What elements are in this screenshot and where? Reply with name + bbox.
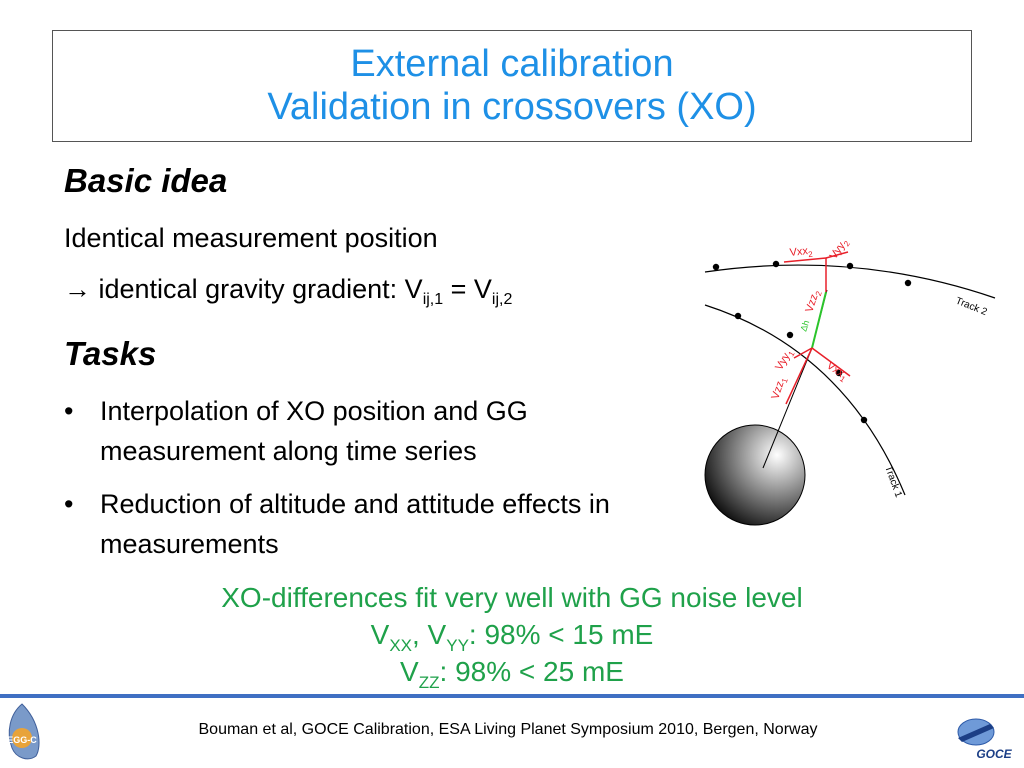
footer-divider: [0, 694, 1024, 698]
logo-satellite: [958, 724, 994, 742]
vzz2-label: Vzz2: [803, 288, 824, 315]
track-1-label: Track 1: [882, 464, 904, 499]
result-line-1: XO-differences fit very well with GG noi…: [221, 582, 803, 613]
result-line-3: VZZ: 98% < 25 mE: [0, 654, 1024, 692]
track-2-label: Track 2: [954, 296, 989, 319]
result-mid: , V: [412, 619, 447, 650]
basic-sub-1: ij,1: [422, 291, 444, 308]
vyy1-vector: [793, 347, 813, 359]
crossover-diagram: Vxx2 Vyy2 Vzz2 Vyy1 Vzz1 Vxx1 Δh Track 2…: [704, 236, 996, 526]
track-1-points: [734, 312, 868, 424]
logo-left-text: EGG-C: [7, 735, 37, 745]
tasks-heading: Tasks: [64, 335, 157, 372]
result-v1: V: [370, 619, 390, 650]
basic-line-1: Identical measurement position: [64, 223, 438, 253]
logo-egg-core: [12, 728, 32, 748]
delta-h-label: Δh: [798, 319, 811, 333]
vzz1-vector: [785, 347, 813, 405]
vyy1-label: Vyy1: [773, 347, 797, 374]
gradient-vectors: [783, 251, 851, 405]
delta-h-line: [811, 291, 827, 349]
basic-idea-heading: Basic idea: [64, 162, 228, 199]
track-point: [734, 312, 742, 320]
result-tail-1: : 98% < 15 mE: [468, 619, 654, 650]
vxx2-vector: [783, 257, 827, 263]
result-line-2: VXX, VYY: 98% < 15 mE: [0, 617, 1024, 655]
title-line-1: External calibration: [350, 43, 674, 85]
track-point: [835, 369, 843, 377]
result-sub-zz: ZZ: [418, 673, 440, 692]
track-point: [846, 262, 854, 270]
vxx1-label: Vxx1: [823, 360, 850, 385]
basic-line-2-prefix: → identical gravity gradient: V: [64, 274, 423, 304]
result-sub-xx: XX: [389, 636, 412, 655]
vzz1-label: Vzz1: [769, 375, 790, 402]
result-sub-yy: YY: [446, 636, 469, 655]
radial-line: [762, 347, 813, 469]
task-item-2-text: Reduction of altitude and attitude effec…: [100, 489, 610, 559]
track-point: [860, 416, 868, 424]
result-v2: V: [400, 656, 419, 687]
track-2-points: [712, 260, 912, 287]
vyy2-vector: [825, 251, 849, 259]
basic-line-2: → identical gravity gradient: Vij,1 = Vi…: [64, 274, 513, 308]
bullet-dot: •: [64, 489, 74, 519]
vector-labels: Vxx2 Vyy2 Vzz2 Vyy1 Vzz1 Vxx1: [769, 236, 853, 402]
title-box: External calibration Validation in cross…: [52, 30, 972, 142]
vxx2-label: Vxx2: [789, 245, 814, 261]
track-point: [772, 260, 780, 268]
vxx1-vector: [811, 347, 851, 377]
footer-citation: Bouman et al, GOCE Calibration, ESA Livi…: [198, 721, 818, 738]
vyy2-label: Vyy2: [828, 236, 853, 263]
egg-c-logo: EGG-C: [7, 703, 40, 760]
track-point: [712, 263, 720, 271]
task-item-1-text: Interpolation of XO position and GG meas…: [100, 396, 528, 466]
basic-sub-2: ij,2: [491, 291, 513, 308]
goce-logo: GOCE: [957, 718, 1013, 761]
track-point: [904, 279, 912, 287]
basic-equals: = V: [443, 274, 492, 304]
title-line-2: Validation in crossovers (XO): [267, 86, 757, 128]
earth-sphere: [704, 424, 806, 526]
logo-right-text: GOCE: [976, 747, 1012, 761]
track-2-line: [704, 264, 996, 299]
track-point: [786, 331, 794, 339]
result-tail-2: : 98% < 25 mE: [439, 656, 624, 687]
bullet-dot: •: [64, 396, 74, 426]
